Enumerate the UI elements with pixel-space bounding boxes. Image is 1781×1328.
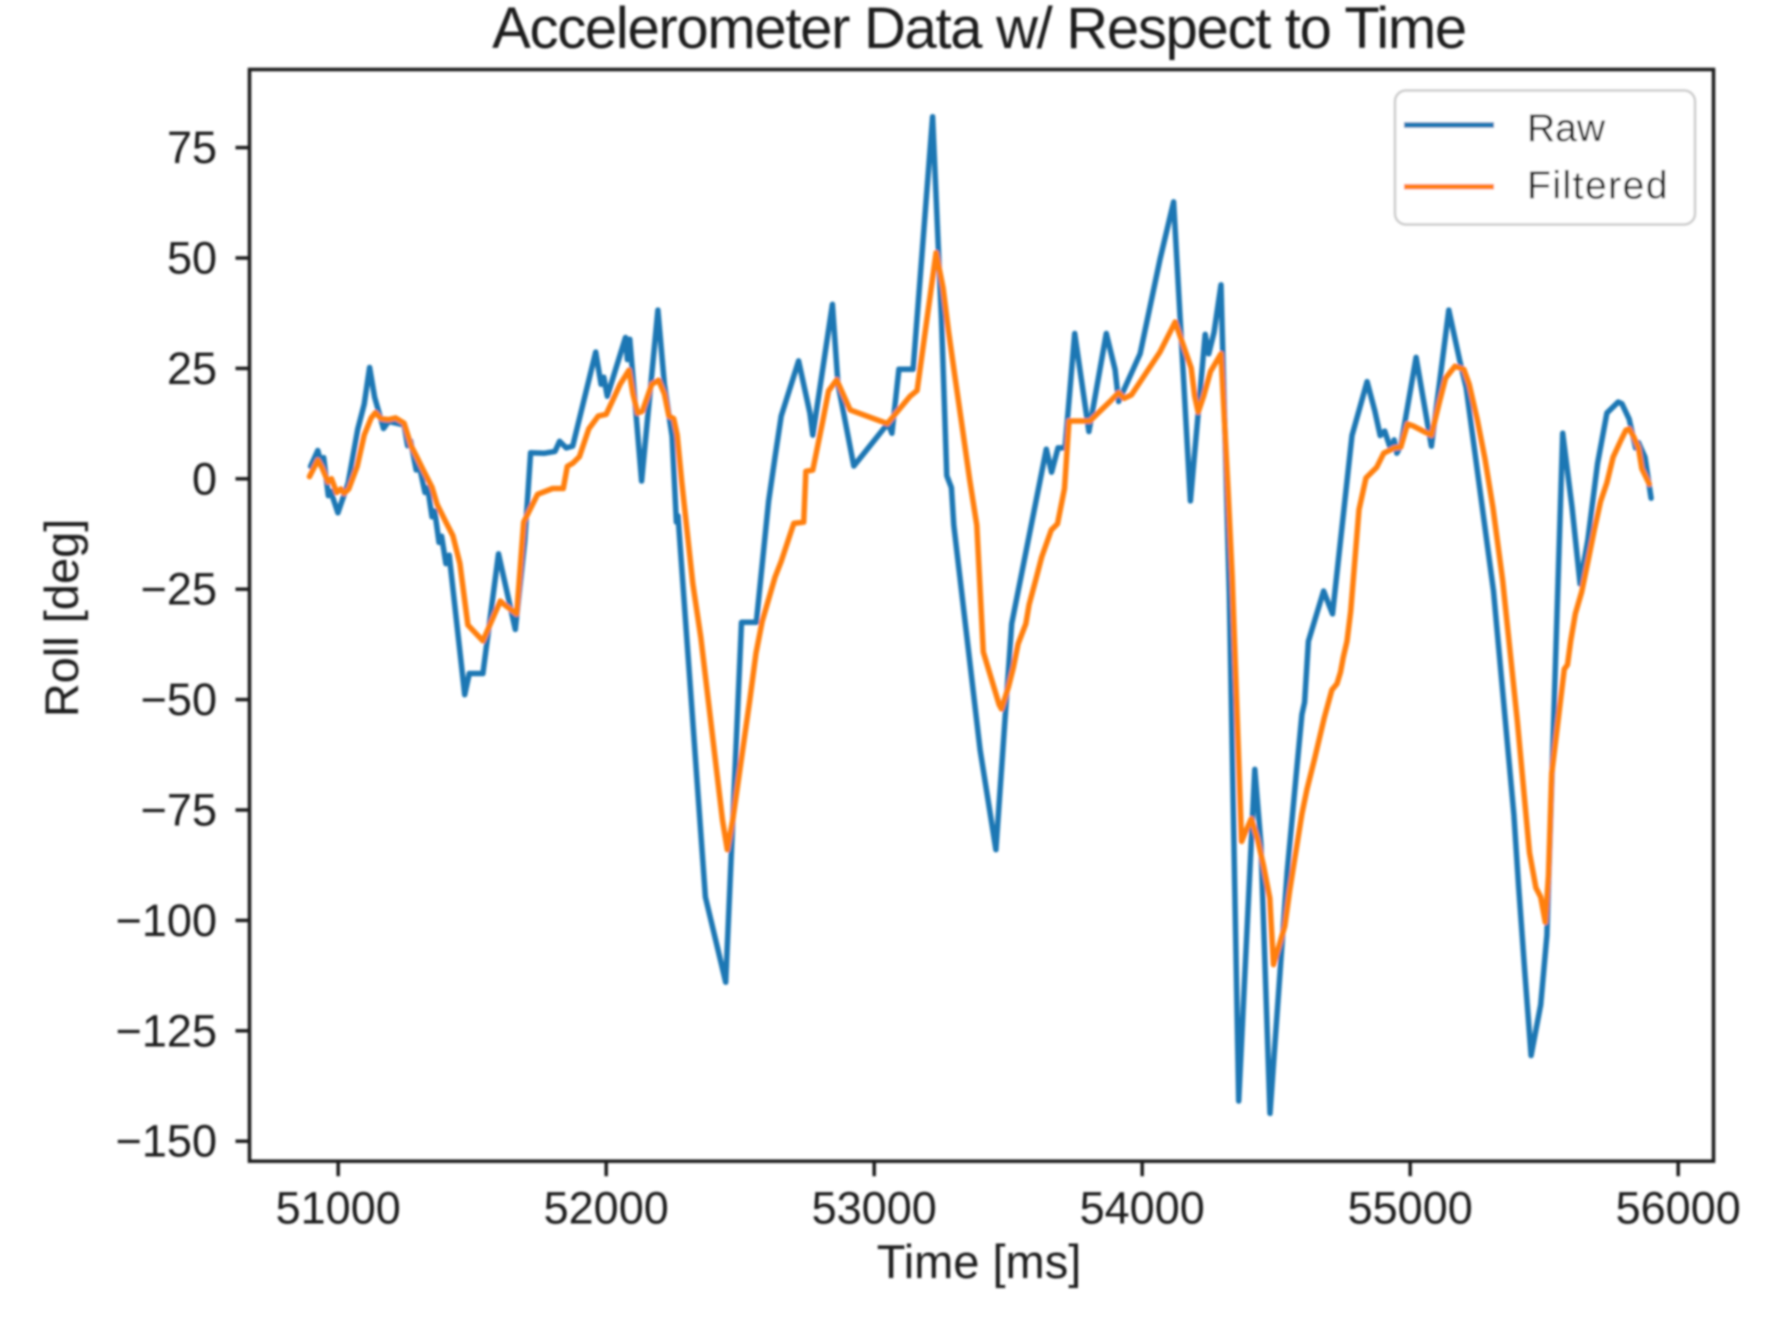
svg-text:−25: −25 [141, 564, 217, 615]
svg-text:53000: 53000 [812, 1183, 937, 1234]
svg-text:−50: −50 [141, 674, 217, 725]
svg-text:75: 75 [167, 122, 217, 173]
svg-text:Time [ms]: Time [ms] [877, 1235, 1082, 1288]
svg-text:Accelerometer Data w/ Respect: Accelerometer Data w/ Respect to Time [492, 0, 1466, 61]
svg-text:52000: 52000 [544, 1183, 669, 1234]
svg-text:54000: 54000 [1080, 1183, 1205, 1234]
svg-text:−125: −125 [116, 1005, 217, 1056]
svg-text:Roll [deg]: Roll [deg] [35, 519, 88, 718]
svg-text:50: 50 [167, 233, 217, 284]
svg-text:51000: 51000 [276, 1183, 401, 1234]
svg-text:−150: −150 [116, 1116, 217, 1167]
svg-text:Filtered: Filtered [1527, 165, 1669, 208]
svg-text:−100: −100 [116, 895, 217, 946]
svg-text:55000: 55000 [1348, 1183, 1473, 1234]
svg-text:Raw: Raw [1527, 107, 1606, 150]
svg-text:56000: 56000 [1616, 1183, 1741, 1234]
svg-text:−75: −75 [141, 785, 217, 836]
svg-text:0: 0 [192, 453, 217, 504]
svg-text:25: 25 [167, 343, 217, 394]
